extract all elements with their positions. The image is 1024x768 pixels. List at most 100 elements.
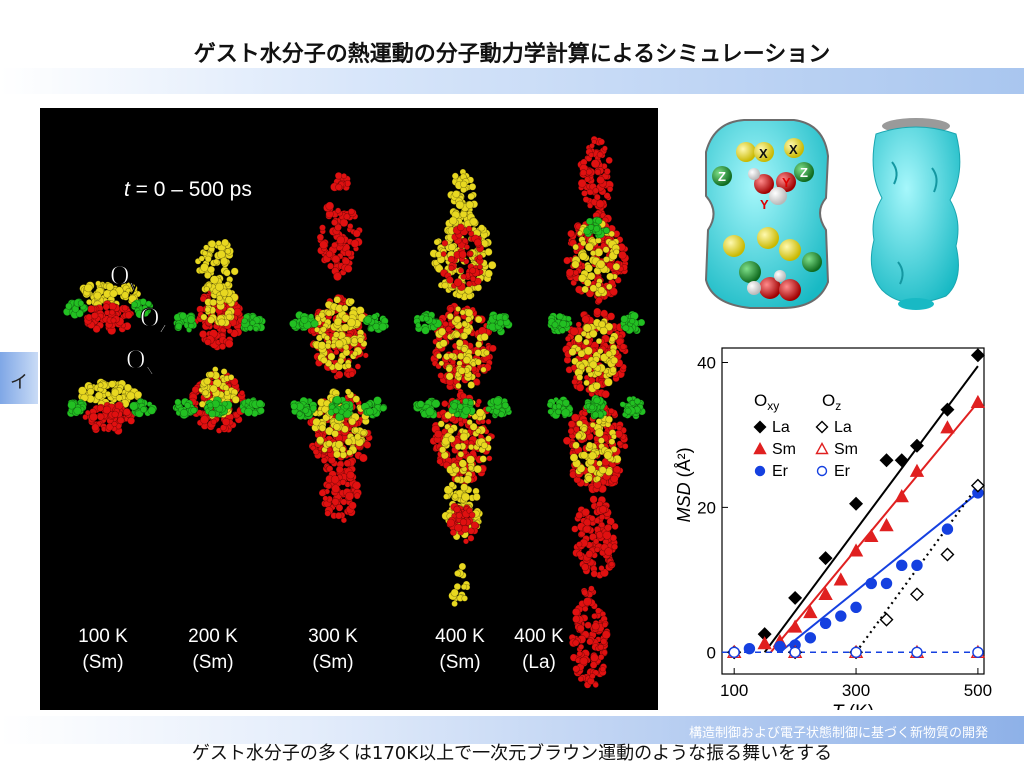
data-point <box>879 453 894 468</box>
o-label-z: Oz <box>140 302 168 337</box>
data-point <box>815 420 829 434</box>
side-glyph: イ <box>10 372 28 393</box>
water-cloud-red <box>577 135 614 219</box>
condition-element: (Sm) <box>192 652 234 673</box>
cage-surface <box>870 118 961 310</box>
data-point <box>970 478 985 493</box>
y-tick-label: 0 <box>707 643 716 662</box>
water-cloud-yellow <box>571 219 621 298</box>
data-point <box>865 577 877 590</box>
o-label-sub: x <box>145 359 154 379</box>
x-tick-label: 100 <box>720 681 748 700</box>
water-cloud-green <box>485 311 513 336</box>
water-cloud-green <box>66 399 88 418</box>
condition-label: 100 K (Sm) <box>68 624 138 676</box>
data-point <box>970 348 985 363</box>
fit-line <box>779 492 979 654</box>
water-cloud-yellow <box>434 306 490 390</box>
condition-temp: 100 K <box>78 626 128 647</box>
o-label-x: Ox <box>126 344 155 379</box>
data-point <box>864 528 879 543</box>
data-point <box>754 465 766 477</box>
data-point <box>880 577 893 590</box>
data-point <box>909 438 924 453</box>
footer-text: 構造制御および電子状態制御に基づく新物質の開発 <box>688 726 988 741</box>
water-cloud-red <box>330 171 352 192</box>
legend-entry-label: Er <box>834 463 851 480</box>
legend-entry-label: La <box>834 419 852 436</box>
condition-temp: 400 K <box>514 626 564 647</box>
condition-element: (Sm) <box>82 652 124 673</box>
legend-entry-label: Sm <box>772 441 796 458</box>
water-cloud-green <box>546 396 574 420</box>
water-cloud-green <box>413 310 443 335</box>
water-cloud-green <box>290 396 318 421</box>
water-cloud-green <box>360 396 388 419</box>
data-point <box>879 518 894 532</box>
series-Oz-Er <box>728 646 984 658</box>
water-cloud-red <box>440 223 485 291</box>
side-tab <box>0 352 38 404</box>
water-cloud-green <box>619 395 646 420</box>
condition-element: (Sm) <box>312 652 354 673</box>
series-Oxy-Er <box>728 487 984 658</box>
fit-line <box>769 401 979 653</box>
y-tick-label: 20 <box>697 498 716 517</box>
o-label-sub: z <box>159 317 168 337</box>
water-cloud-green <box>448 397 476 420</box>
x-tick-label: 300 <box>842 681 870 700</box>
water-cloud-red <box>571 495 619 579</box>
data-point <box>850 601 862 614</box>
simulation-trajectories <box>63 135 646 689</box>
water-cloud-yellow <box>447 168 479 230</box>
data-point <box>879 612 894 627</box>
y-axis-label: MSD (Å²) <box>674 447 694 522</box>
water-cloud-red <box>568 585 611 689</box>
data-point <box>803 604 818 619</box>
water-cloud-red <box>318 465 362 524</box>
legend-entry-label: La <box>772 419 790 436</box>
o-label-y: Oy <box>110 260 139 295</box>
data-point <box>849 496 864 511</box>
fit-line <box>763 365 979 653</box>
water-cloud-yellow <box>194 238 239 284</box>
water-cloud-green <box>289 311 319 332</box>
data-point <box>940 547 955 562</box>
legend-header-oz: Oz <box>822 391 841 413</box>
data-point <box>909 463 925 477</box>
water-cloud-green <box>620 310 646 335</box>
legend-entry-label: Er <box>772 463 789 480</box>
water-cloud-green <box>172 397 199 420</box>
data-point <box>940 402 955 417</box>
cage-label-x: X <box>759 146 768 161</box>
water-cloud-yellow <box>311 296 368 371</box>
o-label-base: O <box>126 344 146 375</box>
water-cloud-yellow <box>568 317 619 393</box>
water-cloud-red <box>82 401 136 436</box>
x-tick-label: 500 <box>964 681 992 700</box>
water-cloud-green <box>485 395 513 419</box>
water-cloud-yellow <box>448 562 471 608</box>
condition-element: (La) <box>522 652 556 673</box>
water-cloud-green <box>203 396 233 418</box>
cage-label-z: Z <box>718 169 726 184</box>
data-point <box>743 642 756 655</box>
water-cloud-red <box>446 502 480 545</box>
slide-caption: ゲスト水分子の多くは170K以上で一次元ブラウン運動のような振る舞いをする <box>191 743 833 764</box>
data-point <box>815 442 829 455</box>
condition-temp: 200 K <box>188 626 238 647</box>
time-symbol: t <box>124 178 130 201</box>
data-point <box>819 617 832 629</box>
data-point <box>911 646 923 658</box>
time-range-label: t = 0 – 500 ps <box>124 178 252 202</box>
data-point <box>848 543 864 557</box>
condition-label: 400 K (La) <box>506 624 572 676</box>
condition-element: (Sm) <box>439 652 481 673</box>
plot-frame <box>721 347 985 675</box>
data-point <box>753 420 767 434</box>
cage-label-y: Y <box>760 197 769 212</box>
data-point <box>753 442 767 455</box>
title-bar <box>0 68 1024 94</box>
data-point <box>774 640 786 653</box>
cage-label-z: Z <box>800 165 808 180</box>
